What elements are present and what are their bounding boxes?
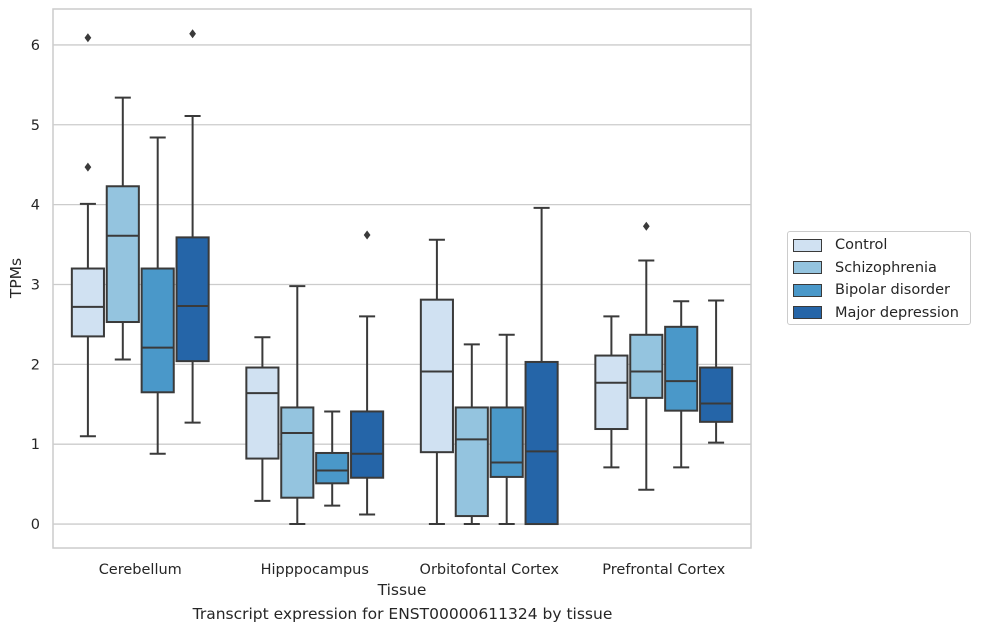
box-plot	[175, 29, 210, 424]
box-plot	[524, 206, 559, 526]
box-plot	[699, 299, 734, 444]
y-tick-label: 1	[31, 437, 40, 453]
x-tick-label: Cerebellum	[99, 562, 182, 578]
chart-caption: Transcript expression for ENST0000061132…	[192, 605, 613, 623]
boxes	[70, 29, 734, 526]
box	[245, 366, 280, 460]
box	[489, 406, 524, 478]
box-plot	[70, 33, 105, 438]
box	[699, 366, 734, 423]
y-axis-label: TPMs	[7, 258, 25, 299]
legend-label: Major depression	[835, 304, 959, 321]
outlier-point	[189, 29, 196, 39]
box	[315, 451, 350, 485]
box-plot	[315, 410, 350, 507]
legend-swatch	[793, 261, 822, 274]
box-plot	[245, 336, 280, 502]
outlier-point	[642, 221, 650, 231]
x-axis-label: Tissue	[377, 581, 427, 599]
legend-item: Major depression	[793, 303, 959, 323]
x-tick-labels: Cerebellum Hipppocampus Orbitofontal Corte…	[99, 562, 726, 578]
plot-frame	[52, 8, 752, 549]
box	[350, 410, 385, 479]
box-plot	[594, 315, 629, 469]
legend-label: Bipolar disorder	[835, 282, 950, 298]
legend-item: Schizophrenia	[793, 258, 937, 278]
x-tick-label: Hipppocampus	[261, 562, 369, 578]
box	[594, 354, 629, 431]
box-plot	[105, 96, 140, 361]
box	[70, 267, 105, 338]
outlier-point	[84, 162, 92, 172]
x-tick-label: Prefrontal Cortex	[602, 562, 725, 578]
legend-label: Schizophrenia	[835, 259, 937, 276]
box	[280, 406, 315, 499]
x-tick-label: Orbitofontal Cortex	[420, 562, 560, 578]
box	[105, 185, 140, 324]
legend-swatch	[793, 238, 822, 252]
legend: Control Schizophrenia Bipolar disorder Majo…	[787, 231, 971, 325]
outlier-point	[84, 33, 92, 43]
box-plot	[664, 300, 699, 469]
box-plot	[489, 333, 524, 526]
box	[524, 360, 559, 526]
box-plot	[280, 285, 315, 526]
box	[664, 325, 699, 412]
box-plot	[140, 136, 175, 455]
y-tick-label: 2	[31, 357, 40, 373]
legend-swatch	[793, 283, 822, 297]
box-plot	[350, 230, 385, 516]
y-tick-label: 5	[31, 118, 40, 134]
box-plot	[629, 221, 664, 491]
box	[629, 333, 664, 399]
y-tick-label: 4	[31, 198, 40, 214]
box-plot	[454, 343, 489, 526]
y-tick-labels: 0 1 2 3 4 5 6	[31, 38, 40, 533]
box	[175, 236, 210, 363]
legend-item: Bipolar disorder	[793, 280, 950, 300]
box	[140, 267, 175, 394]
outlier-point	[363, 230, 371, 240]
box	[454, 406, 489, 518]
legend-item: Control	[793, 235, 887, 255]
legend-label: Control	[835, 237, 888, 253]
y-tick-label: 0	[31, 517, 40, 533]
y-tick-label: 6	[31, 38, 40, 54]
box	[419, 298, 454, 454]
legend-swatch	[793, 306, 822, 319]
box-plot	[419, 238, 454, 526]
y-tick-label: 3	[31, 277, 40, 293]
